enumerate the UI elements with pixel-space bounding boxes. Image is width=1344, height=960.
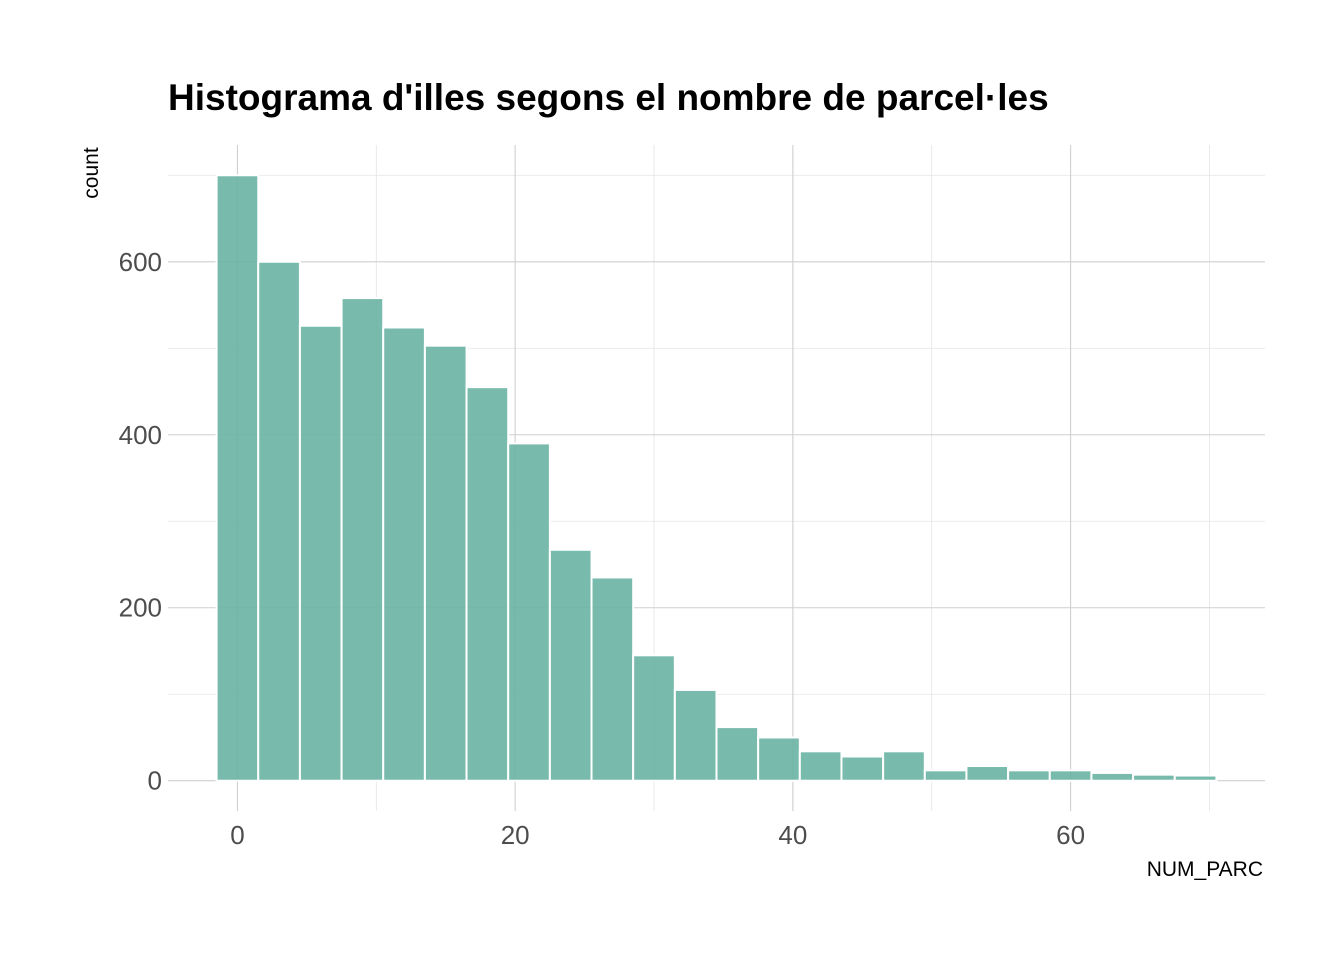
y-tick-label: 600 (119, 247, 162, 277)
bars (215, 174, 1218, 782)
histogram-bar (757, 736, 801, 782)
histogram-bar (798, 750, 843, 782)
histogram-bar (923, 769, 968, 782)
histogram-bar (673, 688, 718, 782)
x-axis-title: NUM_PARC (1147, 858, 1263, 881)
histogram-bar (257, 260, 301, 782)
histogram-bar (965, 765, 1010, 782)
histogram-bar (548, 548, 593, 782)
histogram-bar (1007, 769, 1051, 782)
y-axis-title: count (80, 147, 103, 199)
histogram-bar (465, 386, 510, 782)
x-tick-label: 20 (501, 820, 530, 850)
histogram-bar (590, 576, 635, 782)
x-axis-ticks: 0 20 40 60 (230, 820, 1085, 850)
histogram-bar (1090, 771, 1135, 782)
histogram-bar (340, 297, 385, 782)
y-tick-label: 400 (119, 420, 162, 450)
histogram-bar (215, 174, 260, 782)
histogram-bar (632, 654, 676, 782)
y-tick-label: 0 (148, 766, 162, 796)
histogram-bar (507, 442, 551, 782)
histogram-bar (1048, 769, 1093, 782)
histogram-bar (1173, 774, 1218, 782)
histogram-bar (423, 344, 468, 782)
chart-title: Histograma d'illes segons el nombre de p… (168, 77, 1049, 118)
x-tick-label: 40 (778, 820, 807, 850)
x-tick-label: 0 (230, 820, 244, 850)
histogram-bar (1132, 773, 1176, 782)
x-tick-label: 60 (1056, 820, 1085, 850)
y-axis-ticks: 0 200 400 600 (119, 247, 162, 796)
histogram-bar (298, 324, 343, 782)
y-tick-label: 200 (119, 593, 162, 623)
histogram-bar (840, 755, 885, 782)
histogram-bar (715, 726, 760, 782)
histogram-bar (882, 750, 926, 782)
histogram-bar (382, 326, 426, 782)
